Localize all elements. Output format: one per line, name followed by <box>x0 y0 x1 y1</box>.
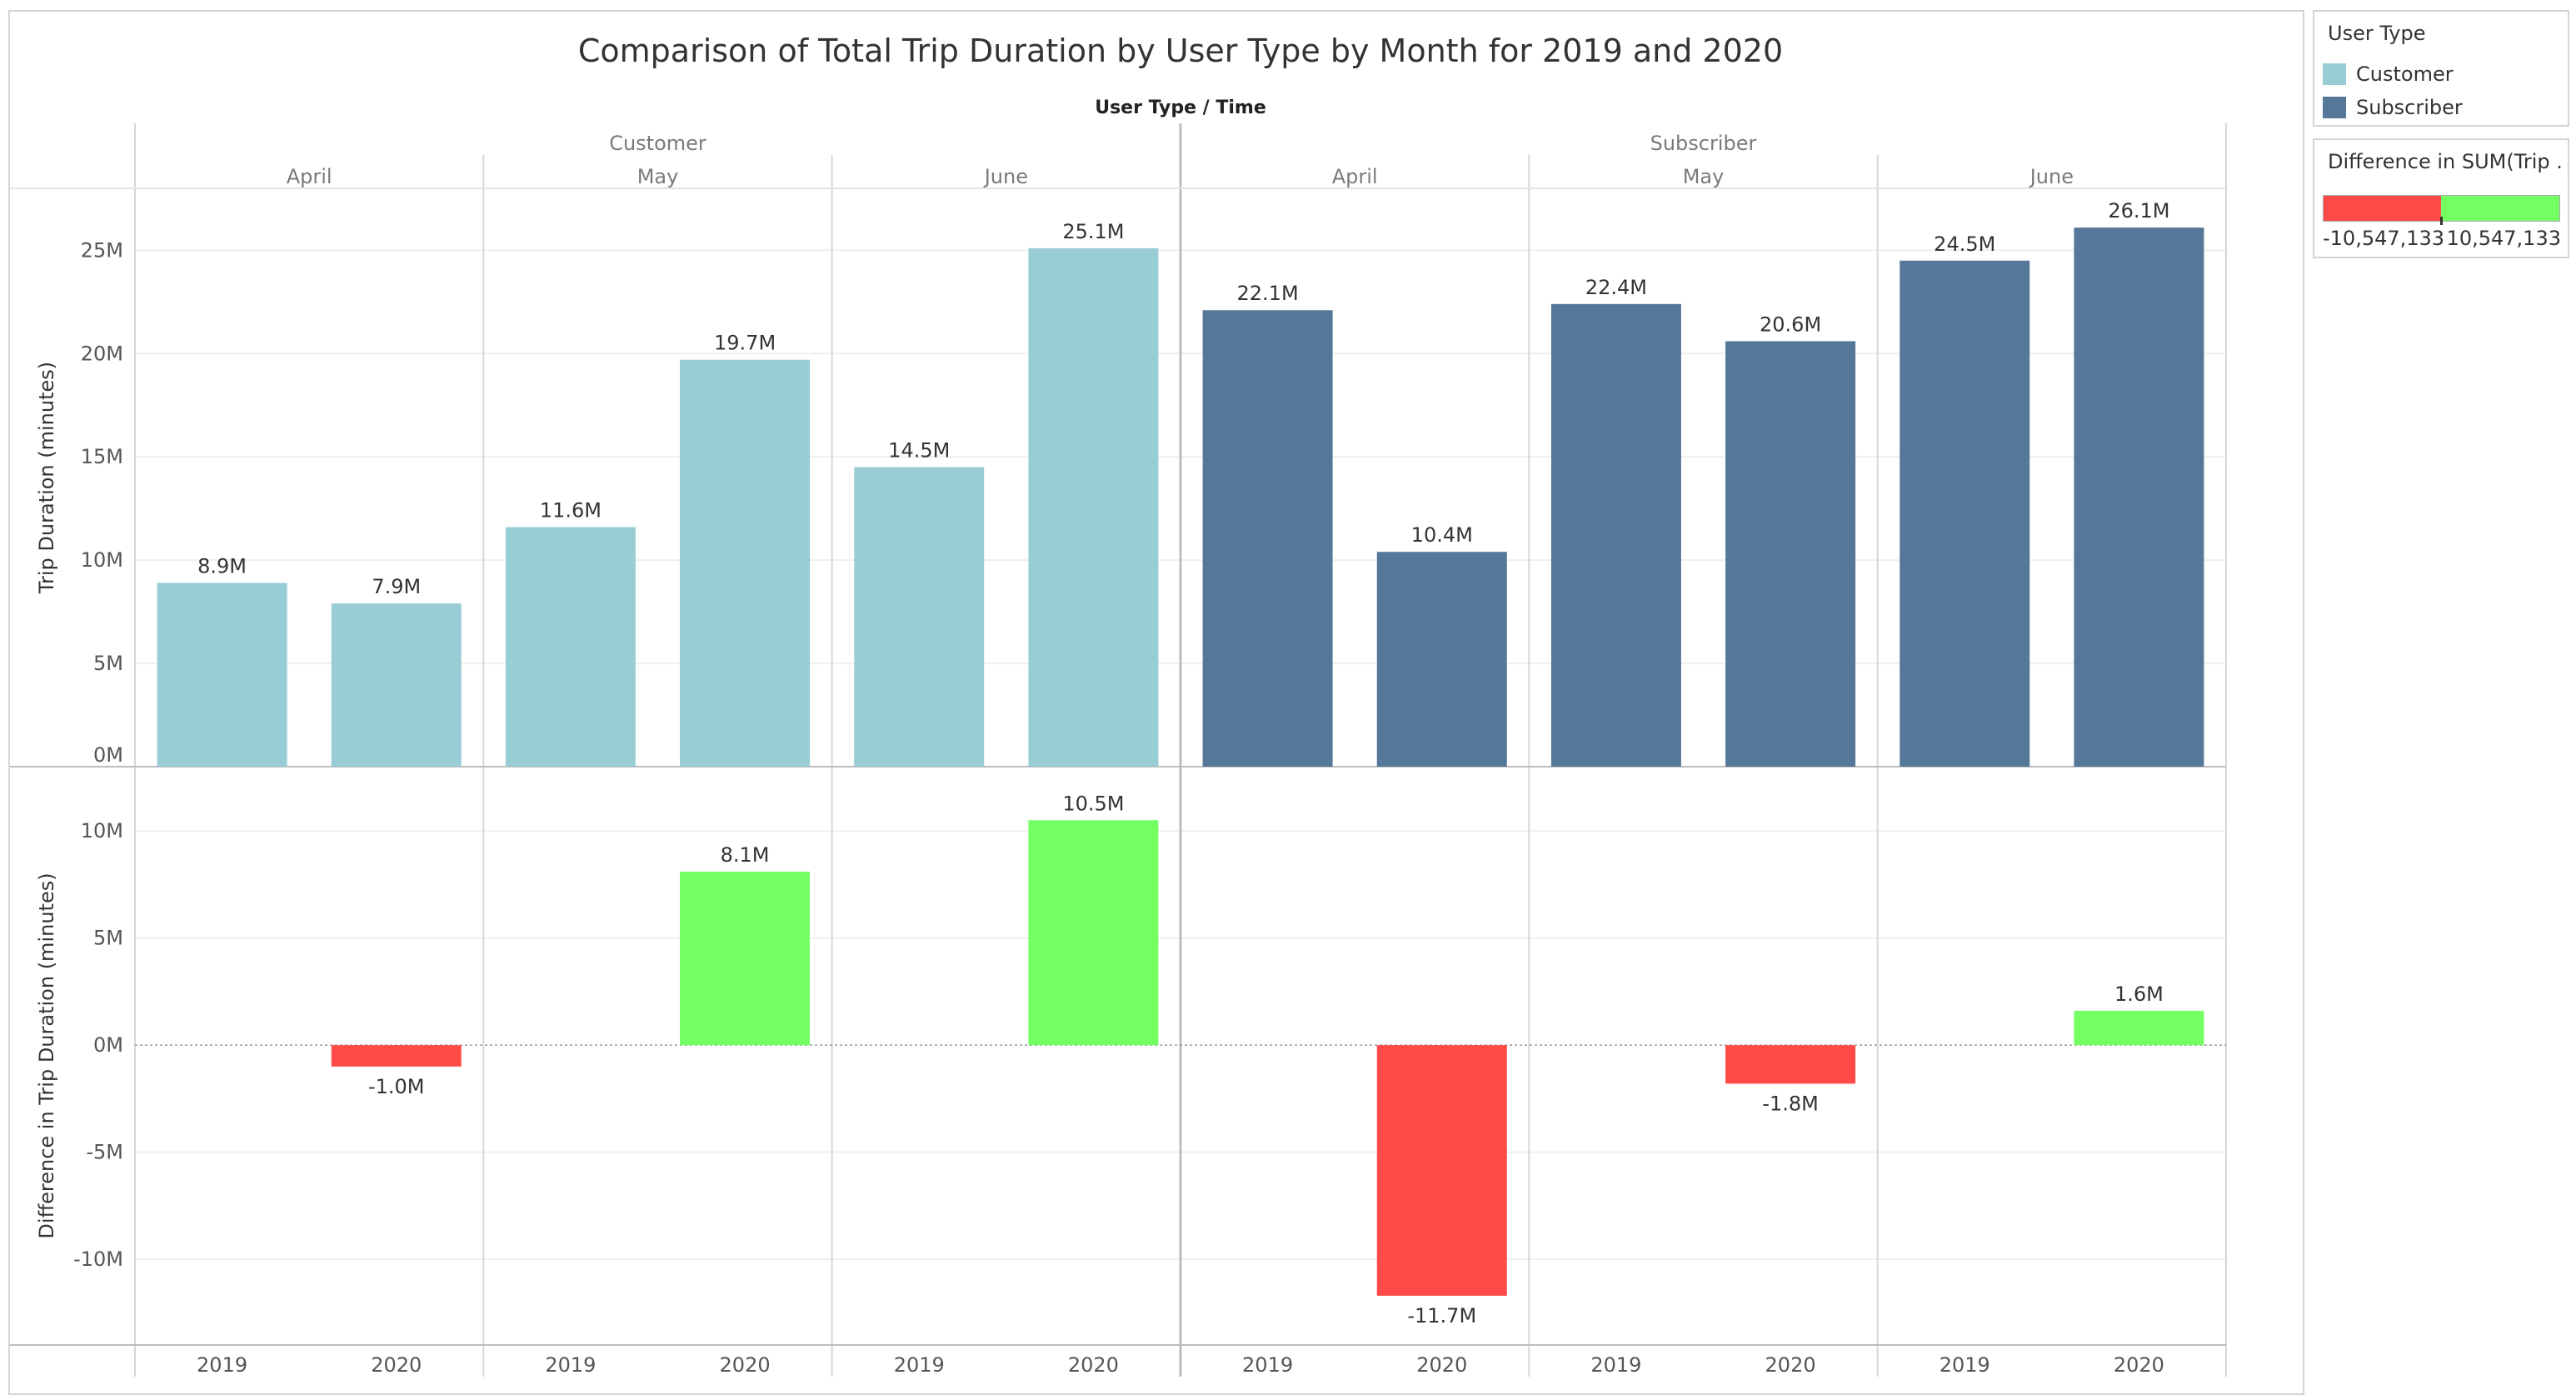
trip-duration-bar-label: 25.1M <box>1062 220 1124 243</box>
legend-swatch-subscriber <box>2323 97 2346 118</box>
trip-duration-bar-label: 8.9M <box>197 554 247 578</box>
trip-duration-bar <box>2074 228 2204 767</box>
difference-bar <box>1376 1045 1507 1296</box>
top-y-tick-label: 15M <box>81 445 123 468</box>
month-header: June <box>983 165 1028 188</box>
column-header-title: User Type / Time <box>1095 98 1266 118</box>
x-tick-label: 2020 <box>1765 1353 1816 1377</box>
top-y-axis-title: Trip Duration (minutes) <box>35 362 58 594</box>
difference-bar-label: -11.7M <box>1407 1304 1476 1328</box>
x-tick-label: 2019 <box>545 1353 596 1377</box>
user-type-header: Subscriber <box>1650 132 1757 155</box>
trip-duration-bar-label: 14.5M <box>888 439 950 462</box>
user-type-header: Customer <box>609 132 706 155</box>
trip-duration-bar-label: 24.5M <box>1934 232 1995 256</box>
trip-duration-bar <box>680 359 811 767</box>
legend-item-subscriber[interactable]: Subscriber <box>2323 95 2463 120</box>
trip-duration-bar-label: 22.4M <box>1585 276 1647 299</box>
difference-legend: Difference in SUM(Trip ... -10,547,133 1… <box>2313 138 2569 258</box>
trip-duration-bar-label: 19.7M <box>714 332 776 355</box>
month-header: May <box>637 165 679 188</box>
trip-duration-bar-label: 11.6M <box>540 498 602 522</box>
trip-duration-bar <box>854 467 985 767</box>
bottom-y-tick-label: 0M <box>93 1033 123 1057</box>
x-tick-label: 2019 <box>1939 1353 1990 1377</box>
difference-bar-label: 10.5M <box>1062 792 1124 815</box>
x-tick-label: 2020 <box>720 1353 771 1377</box>
x-tick-label: 2019 <box>1242 1353 1293 1377</box>
chart-panel: Comparison of Total Trip Duration by Use… <box>8 10 2304 1395</box>
trip-duration-bar <box>1202 310 1333 767</box>
trip-duration-bar <box>157 582 287 767</box>
top-y-tick-label: 20M <box>81 342 123 365</box>
x-tick-label: 2019 <box>1590 1353 1641 1377</box>
legend-label-customer: Customer <box>2356 62 2454 86</box>
trip-duration-bar <box>331 603 462 767</box>
difference-bar-label: 8.1M <box>721 843 770 867</box>
trip-duration-bar-label: 26.1M <box>2108 199 2169 222</box>
x-tick-label: 2020 <box>2114 1353 2164 1377</box>
difference-legend-zero-mark <box>2440 217 2443 225</box>
difference-bar-label: -1.8M <box>1762 1092 1819 1115</box>
x-tick-label: 2019 <box>197 1353 247 1377</box>
legend-item-customer[interactable]: Customer <box>2323 62 2454 87</box>
month-header: May <box>1683 165 1725 188</box>
top-y-tick-label: 0M <box>93 743 123 767</box>
difference-legend-negative-bar <box>2323 195 2442 222</box>
trip-duration-bar <box>1028 248 1159 768</box>
difference-bar <box>331 1045 462 1067</box>
difference-legend-title: Difference in SUM(Trip ... <box>2328 150 2561 173</box>
trip-duration-bar-label: 10.4M <box>1411 523 1473 547</box>
trip-duration-bar <box>1376 552 1507 767</box>
month-header: April <box>1332 165 1378 188</box>
x-tick-label: 2020 <box>1068 1353 1119 1377</box>
difference-bar <box>1725 1045 1856 1084</box>
legend-swatch-customer <box>2323 63 2346 85</box>
month-header: June <box>2029 165 2074 188</box>
x-tick-label: 2020 <box>371 1353 422 1377</box>
difference-legend-min-label: -10,547,133 <box>2323 227 2445 250</box>
difference-bar-label: -1.0M <box>368 1075 425 1098</box>
difference-bar-label: 1.6M <box>2114 982 2164 1006</box>
bottom-y-axis-title: Difference in Trip Duration (minutes) <box>35 872 58 1238</box>
x-tick-label: 2020 <box>1416 1353 1467 1377</box>
trip-duration-bar-label: 22.1M <box>1237 282 1299 305</box>
chart-title: Comparison of Total Trip Duration by Use… <box>578 32 1783 69</box>
bottom-y-tick-label: 10M <box>81 819 123 842</box>
trip-duration-bar <box>1550 303 1681 767</box>
user-type-legend-title: User Type <box>2328 22 2426 45</box>
difference-legend-max-label: 10,547,133 <box>2446 227 2561 250</box>
user-type-legend: User Type Customer Subscriber <box>2313 10 2569 127</box>
difference-bar <box>1028 820 1159 1046</box>
x-tick-label: 2019 <box>894 1353 945 1377</box>
trip-duration-bar <box>1725 341 1856 767</box>
legend-label-subscriber: Subscriber <box>2356 96 2463 119</box>
bottom-y-tick-label: -10M <box>73 1248 123 1271</box>
difference-legend-positive-bar <box>2441 195 2560 222</box>
top-y-tick-label: 25M <box>81 238 123 262</box>
top-y-tick-label: 5M <box>93 652 123 675</box>
trip-duration-bar-label: 20.6M <box>1760 312 1821 336</box>
trip-duration-bar <box>1900 260 2030 767</box>
bottom-y-tick-label: 5M <box>93 927 123 950</box>
trip-duration-bar <box>505 527 636 767</box>
top-y-tick-label: 10M <box>81 548 123 572</box>
bottom-y-tick-label: -5M <box>86 1141 123 1164</box>
chart-svg: Comparison of Total Trip Duration by Use… <box>10 32 2227 1377</box>
difference-bar <box>2074 1011 2204 1046</box>
month-header: April <box>287 165 332 188</box>
trip-duration-bar-label: 7.9M <box>372 575 421 598</box>
difference-bar <box>680 871 811 1046</box>
